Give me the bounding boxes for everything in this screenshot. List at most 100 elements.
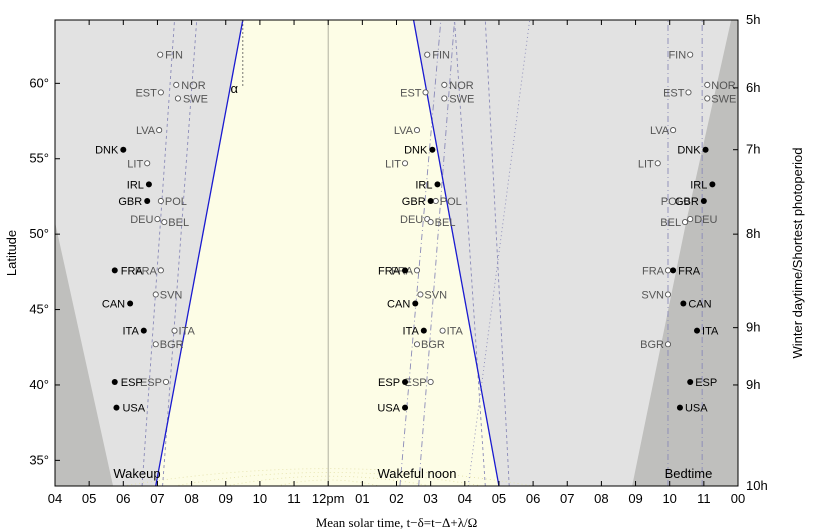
x-tick-label: 06: [116, 491, 130, 506]
chart-background: [55, 20, 738, 486]
x-tick-label: 11: [697, 491, 711, 506]
x-tick-label: 01: [355, 491, 369, 506]
noon-filled-label: IRL: [415, 179, 432, 191]
bedtime-open-marker: [687, 51, 694, 58]
bedtime-open-marker: [685, 89, 692, 96]
wakeup-open-label: FRA: [135, 265, 158, 277]
wakeup-open-label: NOR: [181, 80, 206, 92]
x-tick-label: 05: [492, 491, 506, 506]
bedtime-open-marker: [687, 216, 694, 223]
noon-open-label: ITA: [447, 326, 464, 338]
section-label: Wakeful noon: [377, 466, 456, 481]
wakeup-filled-label: ITA: [122, 326, 139, 338]
bedtime-filled-label: ESP: [695, 377, 717, 389]
x-tick-label: 10: [253, 491, 267, 506]
wakeup-filled-marker: [113, 404, 120, 411]
noon-open-marker: [441, 95, 448, 102]
x-tick-label: 04: [458, 491, 472, 506]
bedtime-filled-label: CAN: [688, 299, 711, 311]
wakeup-open-marker: [152, 341, 159, 348]
bedtime-open-marker: [682, 219, 689, 226]
y-axis-label: Latitude: [4, 230, 19, 276]
noon-open-marker: [439, 327, 446, 334]
bedtime-filled-label: USA: [685, 403, 708, 415]
x-tick-label: 04: [48, 491, 62, 506]
wakeup-filled-marker: [111, 267, 118, 274]
night-right-band: [632, 20, 738, 486]
bedtime-open-marker: [683, 197, 690, 205]
y2-tick-label: 10h: [746, 478, 768, 493]
noon-open-marker: [417, 291, 424, 298]
x-tick-label: 05: [82, 491, 96, 506]
noon-filled-marker: [420, 327, 427, 334]
bedtime-open-marker: [704, 81, 711, 88]
bedtime-open-marker: [654, 160, 661, 167]
noon-filled-marker: [434, 181, 441, 188]
bedtime-open-marker: [664, 267, 672, 274]
daylight-arc: [225, 475, 431, 487]
noon-filled-marker: [429, 146, 436, 153]
bedtime-open-label: FRA: [642, 265, 665, 277]
noon-filled-label: CAN: [387, 299, 410, 311]
noon-filled-marker: [402, 267, 409, 274]
wakeup-open-marker: [152, 291, 159, 298]
section-label: Wakeup: [113, 466, 160, 481]
bedtime-filled-label: FRA: [678, 265, 701, 277]
x-tick-label: 11: [287, 491, 301, 506]
bedtime-filled-marker: [700, 197, 707, 204]
noon-open-label: LIT: [385, 158, 401, 170]
wakeup-filled-marker: [111, 378, 118, 385]
alpha-label: α: [231, 81, 239, 96]
bedtime-open-label: LIT: [638, 158, 654, 170]
noon-filled-label: GBR: [402, 196, 426, 208]
y2-tick-label: 9h: [746, 320, 760, 335]
x-tick-label: 06: [526, 491, 540, 506]
wakeup-filled-marker: [127, 300, 134, 307]
bedtime-filled-label: DNK: [677, 145, 701, 157]
wakeup-open-marker: [154, 216, 161, 223]
noon-open-label: POL: [440, 196, 462, 208]
y2-tick-label: 5h: [746, 12, 760, 27]
y-tick-label: 45°: [29, 302, 49, 317]
bedtime-open-label: DEU: [694, 214, 717, 226]
noon-filled-marker: [412, 300, 419, 307]
y2-tick-label: 9h: [746, 377, 760, 392]
bedtime-open-label: SVN: [641, 289, 664, 301]
bedtime-filled-marker: [670, 267, 677, 274]
bedtime-open-label: FIN: [668, 50, 686, 62]
bedtime-filled-label: ITA: [702, 326, 719, 338]
wakeup-open-label: LVA: [136, 125, 156, 137]
chart-guide-lines: α: [123, 19, 703, 487]
bedtime-open-marker: [704, 95, 711, 102]
bedtime-open-label: NOR: [711, 80, 736, 92]
bedtime-open-label: EST: [663, 87, 685, 99]
x-tick-label: 08: [184, 491, 198, 506]
wakeup-filled-label: IRL: [127, 179, 144, 191]
x-tick-label: 07: [150, 491, 164, 506]
wakeup-filled-marker: [145, 181, 152, 188]
y-tick-label: 50°: [29, 226, 49, 241]
noon-open-label: NOR: [449, 80, 474, 92]
x-tick-label: 09: [219, 491, 233, 506]
bedtime-open-label: SWE: [711, 93, 736, 105]
noon-open-marker: [422, 89, 429, 96]
noon-filled-marker: [402, 404, 409, 411]
noon-open-label: BEL: [435, 217, 456, 229]
noon-open-marker: [424, 51, 431, 58]
noon-open-marker: [427, 219, 434, 226]
wakeup-open-marker: [162, 378, 170, 385]
bedtime-filled-marker: [676, 404, 683, 411]
x-tick-label: 07: [560, 491, 574, 506]
x-tick-label: 02: [389, 491, 403, 506]
noon-open-label: EST: [400, 87, 422, 99]
noon-open-label: BGR: [421, 339, 445, 351]
y-tick-label: 55°: [29, 151, 49, 166]
noon-open-label: SWE: [449, 93, 474, 105]
x-tick-label: 03: [423, 491, 437, 506]
wakeup-filled-marker: [120, 146, 127, 153]
chart-axes: 04 05 06 07 08 09 10 11 12pm 01 02 03 04 05 06 07 08 09 10…: [29, 12, 767, 506]
section-label: Bedtime: [665, 466, 713, 481]
wakeup-open-marker: [144, 160, 151, 167]
bedtime-open-label: BEL: [660, 217, 681, 229]
